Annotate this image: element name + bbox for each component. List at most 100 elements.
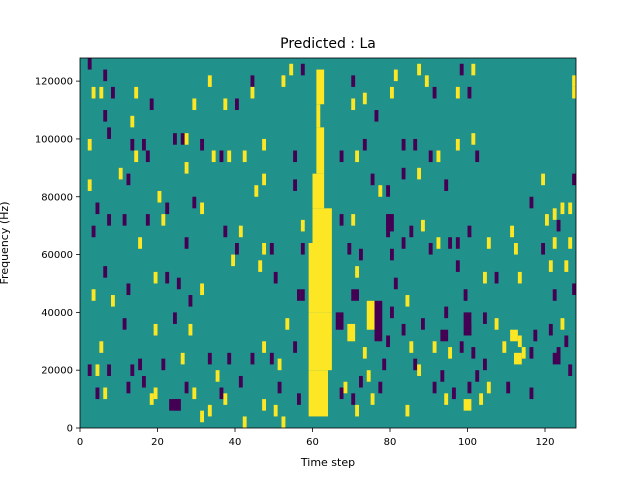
heatmap-cell — [161, 214, 166, 226]
heatmap-cell — [99, 86, 104, 99]
plot-area — [79, 57, 577, 429]
heatmap-cell — [366, 370, 371, 382]
heatmap-cell — [444, 393, 449, 405]
heatmap-cell — [517, 271, 522, 284]
heatmap-cell — [111, 295, 115, 307]
heatmap-cell — [405, 295, 410, 307]
heatmap-cell — [126, 173, 131, 186]
heatmap-cell — [339, 150, 344, 163]
y-tick-label: 20000 — [41, 366, 73, 377]
heatmap-cell — [572, 86, 577, 99]
heatmap-cell — [173, 312, 177, 324]
heatmap-cell — [107, 127, 112, 139]
heatmap-cell — [467, 86, 472, 99]
heatmap-cell — [339, 387, 344, 400]
heatmap-cell — [444, 306, 449, 319]
heatmap-cell — [475, 150, 480, 163]
heatmap-cell — [285, 318, 290, 330]
heatmap-cell — [370, 173, 375, 186]
heatmap-cell — [262, 243, 267, 255]
heatmap-cell — [401, 323, 406, 336]
heatmap-cell — [506, 381, 511, 394]
x-tick-label: 120 — [535, 437, 554, 448]
heatmap-cell — [219, 387, 224, 400]
band-segment — [312, 208, 332, 243]
heatmap-cell — [223, 225, 228, 238]
heatmap-cell — [207, 404, 212, 417]
heatmap-cell — [572, 283, 577, 296]
heatmap-cell — [293, 341, 298, 353]
heatmap-cell — [514, 243, 518, 255]
heatmap-cell — [269, 352, 274, 365]
heatmap-cell — [142, 138, 146, 151]
heatmap-cell — [149, 393, 154, 405]
heatmap-cell — [180, 133, 185, 145]
heatmap-cell — [223, 393, 228, 405]
heatmap-cell — [95, 202, 100, 215]
y-axis-title: Frequency (Hz) — [0, 202, 11, 285]
heatmap-cell — [149, 98, 154, 111]
band-segment — [308, 243, 332, 313]
heatmap-cell — [219, 150, 224, 163]
heatmap-cell — [386, 335, 391, 348]
heatmap-cell — [130, 138, 135, 151]
heatmap-cell — [440, 370, 445, 382]
heatmap-cell — [238, 225, 243, 238]
heatmap-cell — [568, 237, 573, 249]
heatmap-cell — [184, 237, 189, 249]
heatmap-cell — [386, 214, 391, 226]
heatmap-cell — [122, 318, 127, 330]
heatmap-cell — [351, 214, 356, 226]
heatmap-cell — [390, 248, 394, 261]
heatmap-cell — [568, 364, 573, 376]
y-tick-label: 80000 — [41, 192, 73, 203]
heatmap-cell — [130, 115, 135, 128]
heatmap-cell — [300, 63, 305, 76]
heatmap-cell — [548, 260, 553, 272]
chart-title: Predicted : La — [280, 36, 376, 52]
heatmap-cell — [556, 347, 561, 359]
heatmap-cell — [103, 266, 108, 278]
heatmap-cell — [475, 370, 480, 382]
heatmap-cell — [165, 202, 170, 215]
heatmap-cell — [359, 375, 363, 388]
heatmap-cell — [378, 185, 383, 197]
heatmap-block — [347, 323, 356, 342]
heatmap-cell — [297, 393, 301, 405]
heatmap-block — [463, 399, 472, 411]
heatmap-cell — [157, 190, 162, 203]
heatmap-cell — [211, 150, 216, 163]
heatmap-cell — [572, 173, 577, 186]
heatmap-cell — [494, 318, 499, 330]
heatmap-cell — [455, 237, 460, 249]
heatmap-cell — [560, 202, 565, 215]
heatmap-cell — [138, 358, 143, 371]
heatmap-cell — [235, 98, 239, 111]
heatmap-cell — [235, 243, 239, 255]
heatmap-cell — [459, 341, 464, 353]
heatmap-cell — [564, 260, 569, 272]
y-tick-label: 100000 — [35, 134, 73, 145]
heatmap-cell — [362, 92, 367, 105]
heatmap-cell — [401, 237, 406, 249]
heatmap-cell — [99, 341, 104, 353]
heatmap-cell — [192, 387, 197, 400]
heatmap-cell — [521, 347, 526, 359]
heatmap-block — [374, 300, 383, 342]
heatmap-cell — [486, 237, 491, 249]
heatmap-cell — [413, 138, 418, 151]
x-axis-title: Time step — [300, 456, 355, 469]
heatmap-cell — [351, 75, 356, 87]
heatmap-cell — [91, 289, 96, 301]
plot-frame — [79, 57, 577, 429]
heatmap-cell — [467, 323, 472, 336]
x-tick-label: 100 — [458, 437, 477, 448]
heatmap-block — [366, 300, 375, 330]
heatmap-cell — [386, 185, 391, 197]
heatmap-cell — [165, 271, 170, 284]
heatmap-cell — [502, 341, 507, 353]
heatmap-cell — [428, 150, 433, 163]
heatmap-cell — [145, 150, 150, 163]
heatmap-cell — [289, 63, 294, 76]
heatmap-cell — [107, 214, 112, 226]
